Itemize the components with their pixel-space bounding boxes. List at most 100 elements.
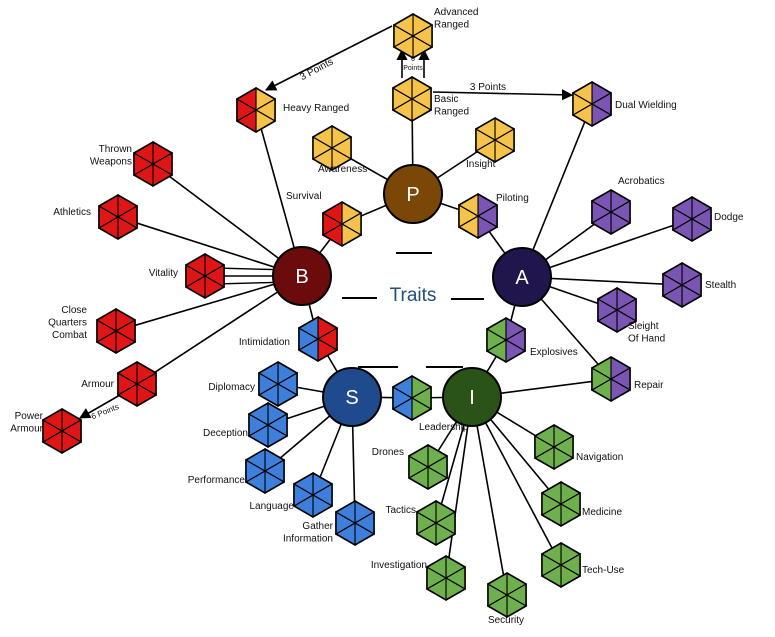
- label-sleight-of-hand: Sleight: [628, 321, 659, 332]
- label-basic-ranged: Basic: [434, 94, 458, 105]
- skill-hexagons: [41, 13, 713, 618]
- trait-node-b[interactable]: B: [272, 246, 332, 306]
- hex-outline: [322, 201, 362, 247]
- hex-heavy-ranged[interactable]: [235, 87, 277, 133]
- hex-security[interactable]: [486, 572, 528, 618]
- hex-sleight-of-hand[interactable]: [596, 287, 638, 333]
- label-diplomacy: Diplomacy: [208, 382, 255, 393]
- trait-node-s[interactable]: S: [322, 367, 382, 427]
- hex-outline: [597, 287, 637, 333]
- label-cqc: Quarters: [48, 318, 87, 329]
- hex-dodge[interactable]: [671, 196, 713, 242]
- trait-node-p[interactable]: P: [383, 164, 443, 224]
- arrow-basic-to-dual: [432, 89, 574, 101]
- hex-outline: [293, 472, 333, 518]
- hex-outline: [534, 424, 574, 470]
- hex-dual-wielding[interactable]: [571, 81, 613, 127]
- hex-outline: [298, 316, 338, 362]
- edge-I-investigation: [445, 396, 473, 579]
- hex-outline: [591, 189, 631, 235]
- hex-outline: [42, 408, 82, 454]
- label-medicine: Medicine: [582, 507, 622, 518]
- cost-label-adv-to-heavy: 3 Points: [298, 56, 335, 83]
- cost-label-basic-to-dual: 3 Points: [470, 82, 506, 93]
- trait-circle: [272, 246, 332, 306]
- hex-acrobatics[interactable]: [590, 189, 632, 235]
- label-intimidation: Intimidation: [239, 337, 290, 348]
- edge-B-cqc: [115, 275, 303, 332]
- label-explosives: Explosives: [530, 347, 578, 358]
- hex-leadership[interactable]: [391, 375, 433, 421]
- label-basic-ranged: Ranged: [434, 107, 469, 118]
- hex-outline: [258, 361, 298, 407]
- edge-A-dual_wielding: [521, 103, 593, 278]
- label-advanced-ranged: Advanced: [434, 7, 478, 18]
- label-repair: Repair: [634, 380, 664, 391]
- hex-outline: [672, 196, 712, 242]
- hex-thrown-weapons[interactable]: [132, 141, 174, 187]
- label-security: Security: [488, 615, 524, 626]
- hex-outline: [133, 141, 173, 187]
- hex-vitality[interactable]: [184, 253, 226, 299]
- label-sleight-of-hand: Of Hand: [628, 334, 665, 345]
- hex-intimidation[interactable]: [297, 316, 339, 362]
- hex-athletics[interactable]: [97, 194, 139, 240]
- label-gather-information: Information: [283, 534, 333, 545]
- hex-gather-information[interactable]: [334, 500, 376, 546]
- hex-outline: [572, 81, 612, 127]
- label-dodge: Dodge: [714, 212, 744, 223]
- hex-medicine[interactable]: [540, 481, 582, 527]
- label-navigation: Navigation: [576, 452, 623, 463]
- hex-advanced-ranged[interactable]: [392, 13, 434, 59]
- trait-node-i[interactable]: I: [442, 367, 502, 427]
- hex-outline: [392, 76, 432, 122]
- hex-investigation[interactable]: [425, 555, 467, 601]
- traits-title: Traits: [390, 285, 437, 306]
- label-awareness: Awareness: [318, 164, 367, 175]
- trait-letter: S: [345, 387, 358, 409]
- trait-letter: P: [406, 184, 419, 206]
- trait-node-a[interactable]: A: [492, 247, 552, 307]
- hex-awareness[interactable]: [311, 125, 353, 171]
- hex-outline: [426, 555, 466, 601]
- hex-outline: [392, 375, 432, 421]
- hex-language[interactable]: [292, 472, 334, 518]
- hex-outline: [236, 87, 276, 133]
- hex-outline: [416, 500, 456, 546]
- hex-explosives[interactable]: [485, 317, 527, 363]
- hex-outline: [248, 402, 288, 448]
- hex-cqc[interactable]: [95, 308, 137, 354]
- hex-performance[interactable]: [244, 448, 286, 494]
- cost-label-armour-to-power: 6 Points: [90, 402, 120, 421]
- label-vitality: Vitality: [149, 268, 178, 279]
- label-tactics: Tactics: [385, 505, 416, 516]
- hex-piloting[interactable]: [457, 193, 499, 239]
- hex-armour[interactable]: [116, 361, 158, 407]
- label-power-armour: Armour: [10, 424, 43, 435]
- hex-tactics[interactable]: [415, 500, 457, 546]
- hex-outline: [393, 13, 433, 59]
- hex-diplomacy[interactable]: [257, 361, 299, 407]
- label-language: Language: [250, 501, 295, 512]
- hex-insight[interactable]: [474, 117, 516, 163]
- label-gather-information: Gather: [302, 521, 333, 532]
- trait-letter: B: [295, 266, 308, 288]
- label-athletics: Athletics: [53, 207, 91, 218]
- hex-outline: [117, 361, 157, 407]
- label-tech-use: Tech-Use: [582, 565, 625, 576]
- trait-letter: I: [469, 387, 475, 409]
- hex-outline: [335, 500, 375, 546]
- hex-drones[interactable]: [407, 444, 449, 490]
- hex-basic-ranged[interactable]: [391, 76, 433, 122]
- arrow-armour-to-power: [79, 394, 121, 419]
- hex-repair[interactable]: [590, 356, 632, 402]
- hex-survival[interactable]: [321, 201, 363, 247]
- hex-outline: [96, 308, 136, 354]
- hex-stealth[interactable]: [661, 262, 703, 308]
- hex-power-armour[interactable]: [41, 408, 83, 454]
- hex-tech-use[interactable]: [540, 542, 582, 588]
- label-survival: Survival: [286, 191, 322, 202]
- hex-deception[interactable]: [247, 402, 289, 448]
- hex-navigation[interactable]: [533, 424, 575, 470]
